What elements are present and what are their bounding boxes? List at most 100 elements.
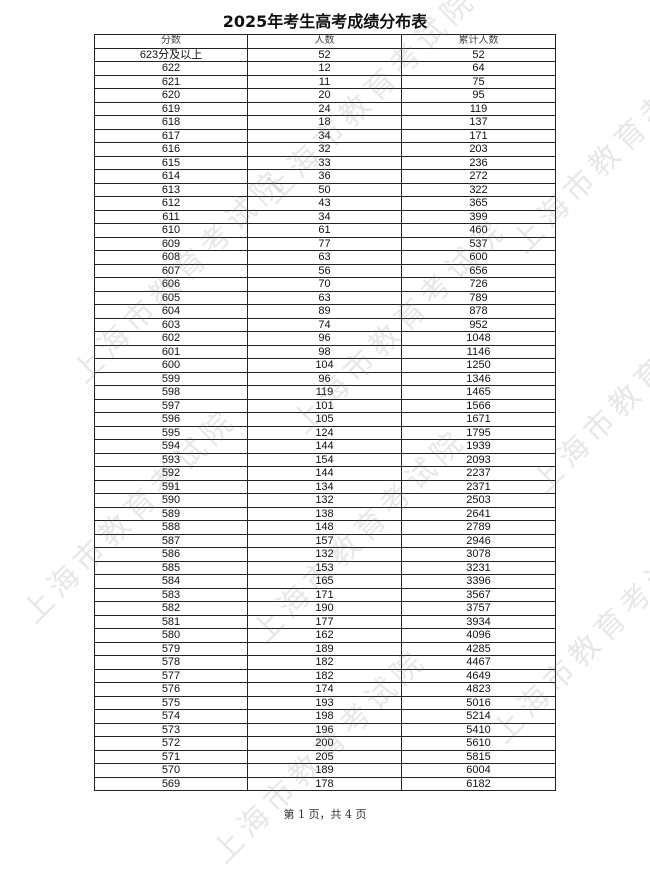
cumulative-cell: 656 [401, 263, 556, 278]
cumulative-cell: 203 [401, 142, 556, 157]
cumulative-cell: 3078 [401, 547, 556, 562]
table-row: 585 153 3231 [94, 560, 556, 575]
score-cell: 611 [94, 209, 248, 224]
count-cell: 182 [247, 655, 402, 670]
count-cell: 205 [247, 749, 402, 764]
cumulative-cell: 1795 [401, 425, 556, 440]
cumulative-cell: 2789 [401, 520, 556, 535]
table-row: 581 177 3934 [94, 614, 556, 629]
score-cell: 591 [94, 479, 248, 494]
table-row: 622 12 64 [94, 61, 556, 76]
cumulative-cell: 3396 [401, 574, 556, 589]
cumulative-cell: 5214 [401, 709, 556, 724]
table-row: 593 154 2093 [94, 452, 556, 467]
table-row: 618 18 137 [94, 115, 556, 130]
table-row: 575 193 5016 [94, 695, 556, 710]
table-row: 579 189 4285 [94, 641, 556, 656]
count-cell: 77 [247, 236, 402, 251]
cumulative-cell: 6004 [401, 763, 556, 778]
score-cell: 608 [94, 250, 248, 265]
score-cell: 587 [94, 533, 248, 548]
cumulative-cell: 119 [401, 101, 556, 116]
count-cell: 96 [247, 371, 402, 386]
cumulative-cell: 3757 [401, 601, 556, 616]
count-cell: 20 [247, 88, 402, 103]
cumulative-cell: 3231 [401, 560, 556, 575]
cumulative-cell: 2093 [401, 452, 556, 467]
score-cell: 572 [94, 736, 248, 751]
count-cell: 24 [247, 101, 402, 116]
table-row: 621 11 75 [94, 74, 556, 89]
count-cell: 50 [247, 182, 402, 197]
score-cell: 579 [94, 641, 248, 656]
cumulative-cell: 4285 [401, 641, 556, 656]
count-cell: 34 [247, 209, 402, 224]
count-cell: 190 [247, 601, 402, 616]
score-cell: 612 [94, 196, 248, 211]
table-row: 617 34 171 [94, 128, 556, 143]
cumulative-cell: 137 [401, 115, 556, 130]
score-cell: 620 [94, 88, 248, 103]
count-cell: 144 [247, 466, 402, 481]
count-cell: 12 [247, 61, 402, 76]
score-cell: 622 [94, 61, 248, 76]
score-cell: 582 [94, 601, 248, 616]
table-row: 599 96 1346 [94, 371, 556, 386]
table-row: 614 36 272 [94, 169, 556, 184]
score-cell: 576 [94, 682, 248, 697]
cumulative-cell: 272 [401, 169, 556, 184]
score-cell: 574 [94, 709, 248, 724]
count-cell: 144 [247, 439, 402, 454]
score-cell: 616 [94, 142, 248, 157]
score-cell: 593 [94, 452, 248, 467]
table-row: 584 165 3396 [94, 574, 556, 589]
table-row: 609 77 537 [94, 236, 556, 251]
cumulative-cell: 5610 [401, 736, 556, 751]
table-row: 573 196 5410 [94, 722, 556, 737]
table-row: 620 20 95 [94, 88, 556, 103]
table-row: 608 63 600 [94, 250, 556, 265]
score-cell: 570 [94, 763, 248, 778]
cumulative-cell: 5815 [401, 749, 556, 764]
table-row: 619 24 119 [94, 101, 556, 116]
score-cell: 606 [94, 277, 248, 292]
count-cell: 132 [247, 493, 402, 508]
table-row: 590 132 2503 [94, 493, 556, 508]
table-row: 576 174 4823 [94, 682, 556, 697]
header-count: 人数 [247, 34, 402, 49]
cumulative-cell: 4649 [401, 668, 556, 683]
score-cell: 603 [94, 317, 248, 332]
table-row: 615 33 236 [94, 155, 556, 170]
count-cell: 189 [247, 641, 402, 656]
cumulative-cell: 1146 [401, 344, 556, 359]
count-cell: 138 [247, 506, 402, 521]
count-cell: 162 [247, 628, 402, 643]
count-cell: 189 [247, 763, 402, 778]
table-row: 607 56 656 [94, 263, 556, 278]
table-row: 612 43 365 [94, 196, 556, 211]
table-row: 611 34 399 [94, 209, 556, 224]
score-cell: 614 [94, 169, 248, 184]
count-cell: 11 [247, 74, 402, 89]
score-cell: 595 [94, 425, 248, 440]
cumulative-cell: 878 [401, 304, 556, 319]
table-row: 600 104 1250 [94, 358, 556, 373]
count-cell: 193 [247, 695, 402, 710]
score-cell: 610 [94, 223, 248, 238]
count-cell: 153 [247, 560, 402, 575]
cumulative-cell: 2503 [401, 493, 556, 508]
cumulative-cell: 4096 [401, 628, 556, 643]
score-cell: 585 [94, 560, 248, 575]
table-row: 591 134 2371 [94, 479, 556, 494]
count-cell: 18 [247, 115, 402, 130]
cumulative-cell: 1250 [401, 358, 556, 373]
cumulative-cell: 2237 [401, 466, 556, 481]
table-row: 588 148 2789 [94, 520, 556, 535]
cumulative-cell: 1465 [401, 385, 556, 400]
score-cell: 607 [94, 263, 248, 278]
cumulative-cell: 952 [401, 317, 556, 332]
table-row: 587 157 2946 [94, 533, 556, 548]
count-cell: 148 [247, 520, 402, 535]
score-cell: 596 [94, 412, 248, 427]
count-cell: 63 [247, 250, 402, 265]
